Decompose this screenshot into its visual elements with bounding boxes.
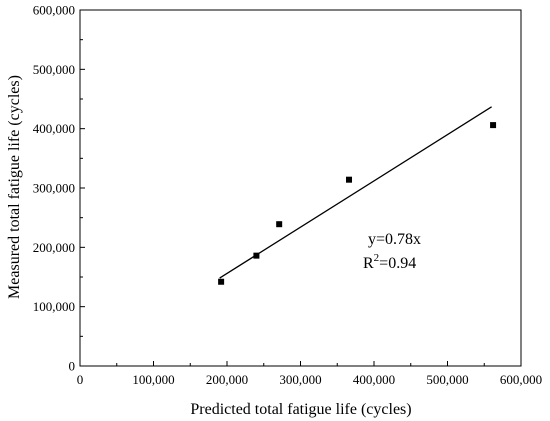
x-tick-label: 0	[77, 372, 84, 387]
x-tick-label: 300,000	[279, 372, 321, 387]
y-tick-label: 100,000	[33, 299, 75, 314]
r-squared-annotation: R2=0.94	[363, 252, 416, 272]
x-tick-label: 200,000	[206, 372, 248, 387]
regression-line	[219, 106, 492, 279]
y-tick-label: 600,000	[33, 3, 75, 18]
equation-annotation: y=0.78x	[368, 231, 421, 248]
r-squared-superscript: 2	[374, 252, 380, 264]
data-point	[253, 252, 260, 259]
data-point	[218, 278, 225, 285]
x-tick-label: 500,000	[426, 372, 468, 387]
data-point	[346, 176, 353, 183]
y-axis-ticks: 0 100,000 200,000 300,000 400,000 500,000 600,…	[33, 3, 85, 374]
data-point	[490, 122, 497, 129]
data-point	[276, 221, 283, 228]
x-axis-title: Predicted total fatigue life (cycles)	[190, 401, 411, 418]
plot-area-frame	[79, 9, 522, 367]
r-squared-prefix: R	[363, 255, 374, 272]
y-tick-label: 500,000	[33, 62, 75, 77]
r-squared-value: =0.94	[379, 255, 416, 272]
y-axis-title: Measured total fatigue life (cycles)	[6, 75, 23, 299]
x-axis-ticks: 0 100,000 200,000 300,000 400,000 500,000 600,…	[77, 361, 542, 387]
y-tick-label: 400,000	[33, 121, 75, 136]
x-tick-label: 100,000	[132, 372, 174, 387]
y-tick-label: 200,000	[33, 240, 75, 255]
x-tick-label: 600,000	[500, 372, 542, 387]
data-points	[218, 122, 497, 285]
x-tick-label: 400,000	[353, 372, 395, 387]
y-tick-label: 0	[69, 359, 76, 374]
y-tick-label: 300,000	[33, 181, 75, 196]
